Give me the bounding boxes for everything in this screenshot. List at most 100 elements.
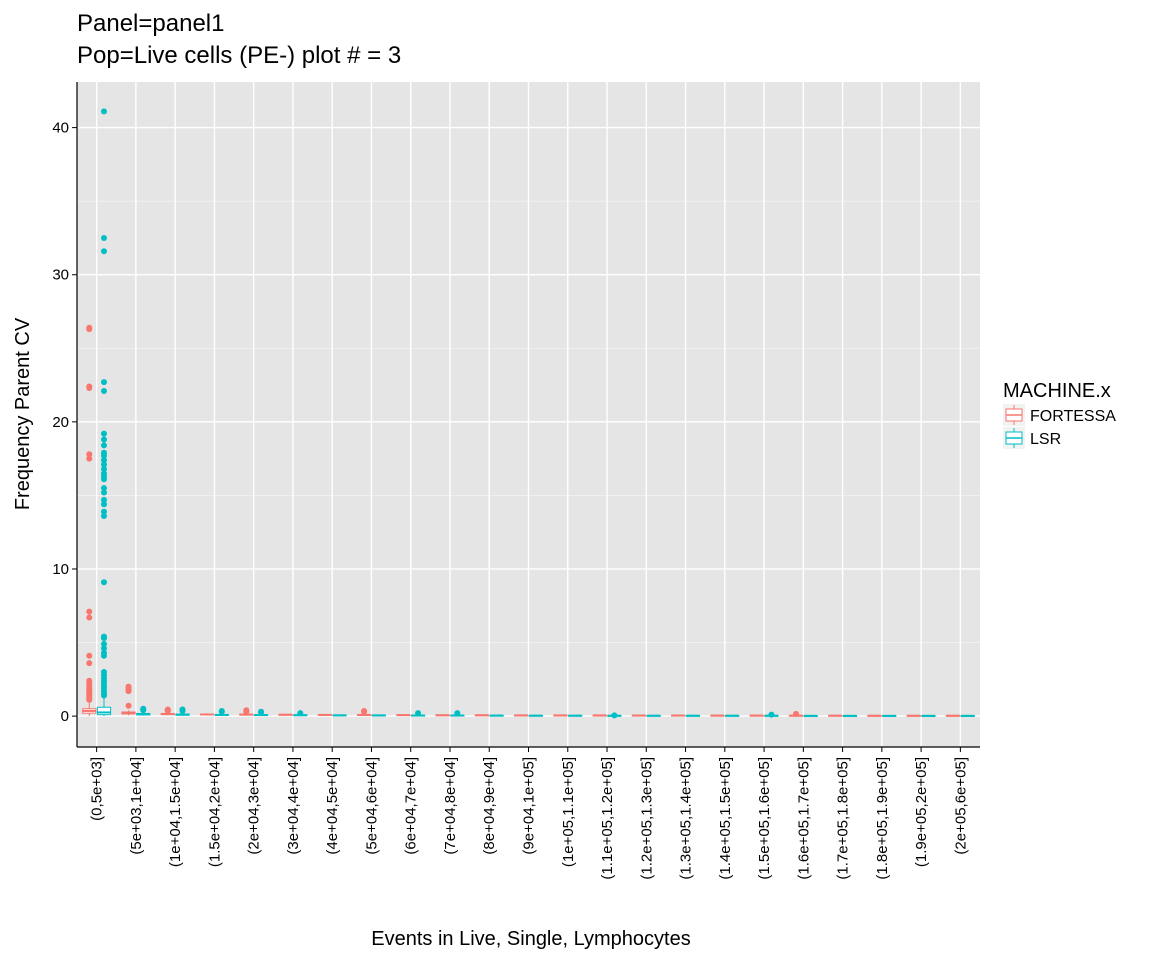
- outlier-point: [125, 702, 132, 709]
- x-tick-label: (1.3e+05,1.4e+05]: [678, 757, 695, 880]
- box-fortessa: [749, 714, 764, 717]
- outlier-point: [100, 387, 107, 394]
- x-tick-label: (1.8e+05,1.9e+05]: [874, 757, 891, 880]
- box-lsr: [214, 707, 229, 716]
- outlier-point: [100, 652, 107, 659]
- x-tick-label: (1.7e+05,1.8e+05]: [835, 757, 852, 880]
- legend: MACHINE.x FORTESSA LSR: [1003, 380, 1116, 449]
- y-axis-ticks: 0 10 20 30 40: [52, 120, 77, 725]
- box-fortessa: [435, 714, 450, 717]
- x-tick-label: (1.4e+05,1.5e+05]: [717, 757, 734, 880]
- box-fortessa: [906, 714, 921, 717]
- box-fortessa: [121, 683, 136, 716]
- box-lsr: [371, 714, 386, 717]
- outlier-point: [611, 712, 618, 719]
- box-lsr: [96, 108, 112, 717]
- outlier-point: [100, 430, 107, 437]
- box-lsr: [803, 714, 818, 717]
- outlier-point: [100, 379, 107, 386]
- x-tick-label: (4e+04,5e+04]: [324, 757, 341, 855]
- box-fortessa: [828, 714, 843, 717]
- box-fortessa: [788, 710, 804, 717]
- legend-label-lsr: LSR: [1030, 431, 1061, 448]
- box-lsr: [136, 705, 151, 716]
- box-lsr: [489, 714, 504, 717]
- x-tick-label: (2e+05,6e+05]: [952, 757, 969, 855]
- outlier-point: [100, 508, 107, 515]
- outlier-point: [100, 513, 107, 520]
- box-body: [96, 706, 112, 716]
- outlier-point: [100, 645, 107, 652]
- box-fortessa: [199, 713, 215, 716]
- x-tick-label: (9e+04,1e+05]: [521, 757, 538, 855]
- x-tick-label: (2e+04,3e+04]: [246, 757, 263, 855]
- outlier-point: [86, 660, 93, 667]
- box-fortessa: [867, 714, 882, 717]
- box-lsr: [528, 714, 543, 717]
- x-tick-label: (5e+04,6e+04]: [363, 757, 380, 855]
- y-axis-title: Frequency Parent CV: [12, 317, 34, 510]
- box-lsr: [607, 712, 622, 719]
- x-tick-label: (1e+04,1.5e+04]: [167, 757, 184, 867]
- x-tick-label: (3e+04,4e+04]: [285, 757, 302, 855]
- box-fortessa: [514, 714, 529, 717]
- box-lsr: [567, 714, 583, 717]
- box-lsr: [646, 714, 661, 717]
- outlier-point: [100, 248, 107, 255]
- box-lsr: [921, 714, 936, 717]
- x-tick-label: (7e+04,8e+04]: [442, 757, 459, 855]
- x-tick-label: (0,5e+03]: [89, 757, 106, 821]
- box-fortessa: [239, 707, 254, 716]
- legend-item-lsr: LSR: [1003, 427, 1061, 449]
- x-tick-label: (1.2e+05,1.3e+05]: [638, 757, 655, 880]
- box-fortessa: [356, 707, 372, 716]
- plot-area: [76, 82, 980, 748]
- box-lsr: [332, 714, 347, 717]
- outlier-point: [100, 436, 107, 443]
- box-fortessa: [631, 714, 647, 717]
- x-axis-title: Events in Live, Single, Lymphocytes: [371, 928, 690, 950]
- outlier-point: [86, 608, 93, 615]
- outlier-point: [415, 710, 422, 717]
- box-fortessa: [945, 714, 961, 717]
- outlier-point: [100, 579, 107, 586]
- x-tick-label: (5e+03,1e+04]: [128, 757, 145, 855]
- outlier-point: [768, 711, 775, 718]
- box-fortessa: [671, 714, 686, 717]
- box-fortessa: [592, 714, 607, 717]
- outlier-point: [100, 234, 107, 241]
- outlier-point: [86, 652, 93, 659]
- box-lsr: [764, 711, 779, 718]
- box-lsr: [450, 710, 465, 717]
- y-tick-label: 0: [61, 708, 69, 725]
- outlier-point: [100, 485, 107, 492]
- outlier-point: [100, 476, 107, 483]
- outlier-point: [454, 710, 461, 717]
- box-lsr: [882, 714, 897, 717]
- outlier-point: [100, 465, 107, 472]
- outlier-point: [164, 707, 171, 714]
- x-tick-label: (8e+04,9e+04]: [481, 757, 498, 855]
- x-tick-label: (1.5e+05,1.6e+05]: [756, 757, 773, 880]
- box-series: [82, 108, 975, 719]
- box-lsr: [410, 710, 426, 717]
- box-lsr: [293, 710, 308, 717]
- outlier-point: [258, 709, 265, 716]
- box-fortessa: [160, 706, 175, 716]
- outlier-point: [100, 635, 107, 642]
- outlier-point: [179, 707, 186, 714]
- chart-title: Panel=panel1: [77, 10, 224, 37]
- y-tick-label: 40: [52, 120, 69, 137]
- outlier-point: [86, 385, 93, 392]
- x-tick-label: (6e+04,7e+04]: [403, 757, 420, 855]
- outlier-point: [100, 461, 107, 468]
- series-fortessa: [82, 324, 961, 717]
- box-fortessa: [710, 714, 725, 717]
- x-tick-label: (1.6e+05,1.7e+05]: [795, 757, 812, 880]
- box-lsr: [175, 706, 190, 716]
- box-fortessa: [553, 714, 568, 717]
- chart-subtitle: Pop=Live cells (PE-) plot # = 3: [77, 42, 401, 69]
- box-lsr: [685, 714, 701, 717]
- outlier-point: [140, 707, 147, 714]
